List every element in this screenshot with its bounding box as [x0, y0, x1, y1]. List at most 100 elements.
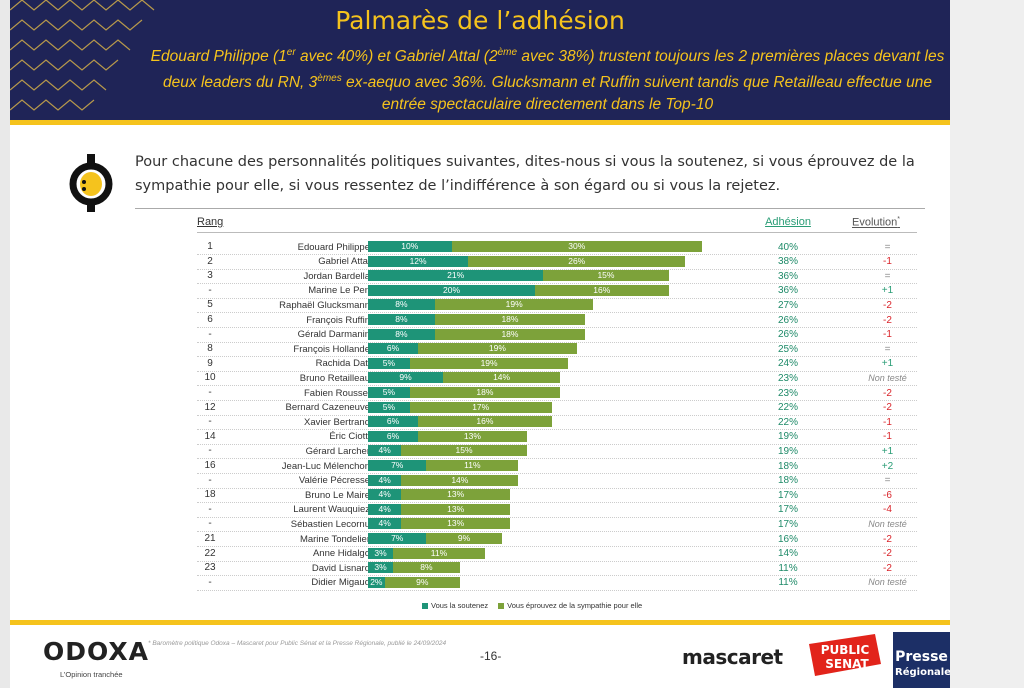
evolution-value: -1: [883, 431, 892, 443]
rank-label: 6: [207, 314, 213, 325]
header-banner: Palmarès de l’adhésion Edouard Philippe …: [10, 0, 950, 120]
bar-soutenez: 5%: [368, 357, 410, 369]
bar-soutenez: 5%: [368, 401, 410, 413]
bar-sympathie: 13%: [401, 489, 510, 501]
legend-label-soutenez: Vous la soutenez: [431, 601, 489, 610]
legend-item-soutenez: Vous la soutenez: [422, 601, 488, 610]
bar-sympathie: 19%: [409, 357, 569, 369]
legend-item-sympathie: Vous éprouvez de la sympathie pour elle: [498, 601, 642, 610]
adhesion-value: 40%: [777, 241, 798, 253]
adhesion-value: 26%: [777, 314, 798, 326]
evolution-value: =: [884, 475, 891, 487]
bar-sympathie: 13%: [401, 518, 510, 530]
evolution-value: -2: [883, 314, 892, 326]
adhesion-value: 36%: [777, 285, 798, 297]
row-separator: [197, 575, 917, 577]
bar-soutenez: 6%: [368, 343, 419, 355]
page-subtitle: Edouard Philippe (1er avec 40%) et Gabri…: [150, 47, 945, 114]
row-separator: [197, 356, 917, 358]
bar-soutenez: 5%: [368, 387, 410, 398]
table-row: 9 Rachida Dati 5% 19% 24% +1: [10, 357, 950, 372]
rank-label: 1: [207, 241, 213, 252]
table-row: 5 Raphaël Glucksmann 8% 19% 27% -2: [10, 298, 950, 314]
table-row: 14 Éric Ciotti 6% 13% 19% -1: [10, 430, 950, 445]
bar-sympathie: 18%: [434, 314, 586, 325]
category-label: Bruno Retailleau: [299, 372, 370, 384]
adhesion-value: 38%: [777, 256, 798, 268]
bar-sympathie: 11%: [393, 547, 485, 559]
evolution-value: Non testé: [868, 518, 907, 529]
category-label: François Hollande: [293, 343, 370, 355]
bar-soutenez: 12%: [368, 255, 469, 267]
rank-label: 8: [207, 343, 213, 355]
category-label: Anne Hidalgo: [312, 548, 370, 560]
row-separator: [197, 546, 917, 548]
rank-label: 3: [207, 270, 213, 282]
odoxa-logo: ODOXA: [43, 637, 149, 666]
rank-label: -: [208, 416, 212, 428]
slide: Palmarès de l’adhésion Edouard Philippe …: [10, 0, 950, 688]
row-separator: [197, 502, 917, 504]
adhesion-value: 23%: [777, 372, 798, 384]
bar-soutenez: 10%: [368, 241, 452, 252]
bar-sympathie: 30%: [451, 241, 702, 252]
category-label: Jean-Luc Mélenchon: [281, 460, 370, 472]
rank-label: 14: [204, 430, 216, 442]
evolution-value: -2: [883, 387, 892, 399]
evolution-value: -1: [883, 329, 892, 341]
row-separator: [197, 458, 917, 460]
adhesion-value: 16%: [777, 533, 798, 545]
bar-soutenez: 6%: [368, 416, 419, 428]
evolution-value: -1: [883, 416, 892, 428]
table-row: - Gérald Darmanin 8% 18% 26% -1: [10, 328, 950, 343]
evolution-value: +1: [881, 445, 894, 457]
evolution-value: =: [884, 343, 891, 355]
bar-sympathie: 13%: [418, 430, 527, 442]
table-row: 10 Bruno Retailleau 9% 14% 23% Non testé: [10, 371, 950, 387]
adhesion-header: Adhésion: [765, 216, 811, 228]
rank-label: 22: [204, 547, 216, 559]
rank-label: 16: [204, 460, 216, 471]
page-title: Palmarès de l’adhésion: [335, 6, 625, 35]
row-separator: [197, 487, 917, 489]
adhesion-value: 17%: [777, 504, 798, 516]
bar-sympathie: 26%: [468, 255, 686, 267]
adhesion-value: 11%: [778, 577, 798, 589]
public-senat-line2: SENAT: [825, 657, 869, 671]
row-separator: [197, 341, 917, 343]
rank-label: 18: [204, 489, 216, 501]
category-label: Sébastien Lecornu: [290, 518, 370, 530]
evolution-value: Non testé: [868, 577, 907, 588]
table-row: 6 François Ruffin 8% 18% 26% -2: [10, 313, 950, 329]
adhesion-value: 14%: [777, 548, 798, 560]
public-senat-logo: PUBLIC SENAT: [809, 634, 881, 676]
adhesion-value: 17%: [777, 518, 798, 530]
rank-header: Rang: [197, 216, 224, 228]
category-label: Raphaël Glucksmann: [279, 299, 370, 311]
row-separator: [197, 589, 917, 591]
header-divider: [10, 120, 950, 125]
presse-regionale-logo: Presse Régionale: [893, 632, 950, 688]
legend-swatch-soutenez: [422, 602, 428, 609]
table-header-divider: [197, 232, 917, 233]
table-row: 21 Marine Tondelier 7% 9% 16% -2: [10, 532, 950, 548]
bar-sympathie: 16%: [535, 284, 669, 296]
row-separator: [197, 443, 917, 445]
rank-label: -: [208, 576, 212, 588]
table-row: - Valérie Pécresse 4% 14% 18% =: [10, 474, 950, 489]
table-row: 2 Gabriel Attal 12% 26% 38% -1: [10, 255, 950, 270]
adhesion-value: 18%: [777, 475, 798, 487]
window-gutter: [950, 0, 1024, 688]
rank-label: 23: [204, 562, 216, 574]
evolution-value: Non testé: [868, 372, 907, 383]
legend-swatch-sympathie: [498, 602, 505, 609]
odoxa-logo-icon: [69, 154, 113, 212]
bar-sympathie: 18%: [434, 328, 586, 340]
category-label: David Lisnard: [311, 562, 370, 574]
evolution-value: -1: [883, 256, 892, 268]
row-separator: [197, 429, 917, 431]
row-separator: [197, 297, 917, 299]
bar-sympathie: 11%: [426, 460, 519, 471]
category-label: Xavier Bertrand: [303, 416, 370, 428]
adhesion-value: 11%: [778, 562, 798, 574]
